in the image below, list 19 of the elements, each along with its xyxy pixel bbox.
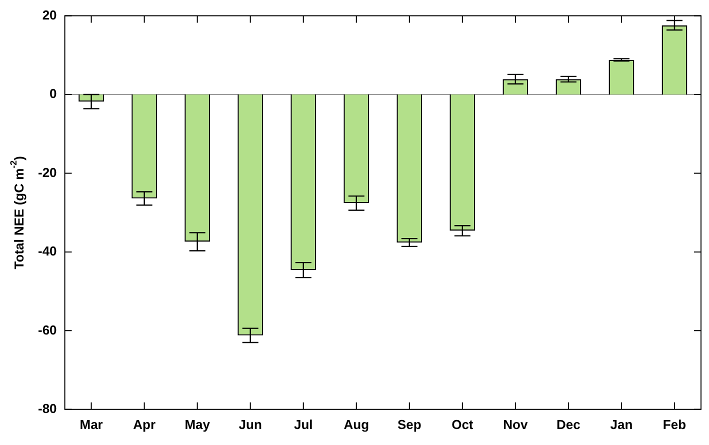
x-tick-label: May <box>184 416 211 432</box>
x-tick-label: Feb <box>662 416 686 432</box>
x-tick-label: Jul <box>294 416 313 432</box>
y-tick-label: 0 <box>50 86 57 102</box>
x-tick-label: Nov <box>503 416 528 432</box>
y-tick-label: -20 <box>38 164 57 180</box>
x-tick-label: Oct <box>452 416 474 432</box>
x-tick-label: Aug <box>344 416 370 432</box>
x-tick-label: Sep <box>397 416 422 432</box>
x-tick-label: Dec <box>556 416 580 432</box>
x-tick-label: Jan <box>610 416 633 432</box>
y-tick-label: 20 <box>42 7 57 22</box>
y-tick-label: -80 <box>38 400 57 416</box>
x-tick-label: Apr <box>133 416 156 432</box>
y-tick-label: -40 <box>38 244 57 259</box>
x-tick-label: Jun <box>238 416 262 432</box>
x-tick-label: Mar <box>80 416 103 432</box>
y-axis-title: Total NEE (gC m-2) <box>8 156 27 270</box>
y-tick-label: -60 <box>38 322 57 338</box>
